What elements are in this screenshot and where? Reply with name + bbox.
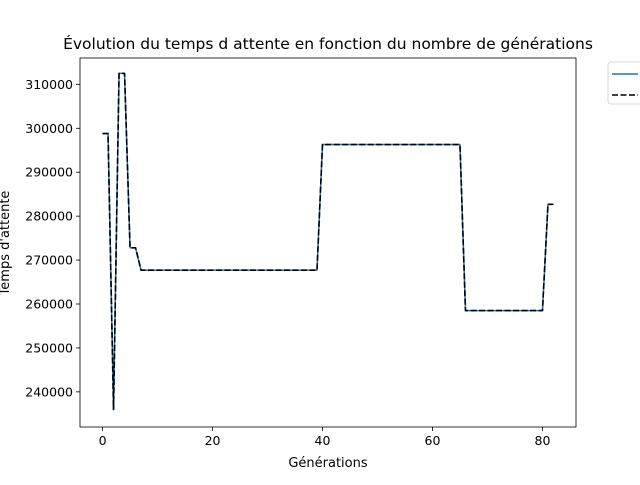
legend-box [607,61,640,105]
x-tick-label: 80 [535,433,551,448]
x-tick-label: 20 [205,433,221,448]
y-tick-label: 240000 [25,384,73,399]
x-tick-label: 60 [425,433,441,448]
y-tick-label: 270000 [25,253,73,268]
legend [607,61,640,105]
y-tick-label: 300000 [25,121,73,136]
y-tick-label: 250000 [25,340,73,355]
x-tick-label: 40 [315,433,331,448]
y-axis-label: Temps d'attente [0,191,13,297]
plot-area: 0 20 40 60 80 240000 250000 260000 270000 280000 2… [25,57,577,448]
y-tick-label: 310000 [25,77,73,92]
y-tick-label: 290000 [25,165,73,180]
x-tick-label: 0 [99,433,107,448]
x-axis-label: Générations [288,456,368,471]
y-tick-label: 260000 [25,297,73,312]
chart-title: Évolution du temps d attente en fonction… [63,34,593,53]
axes-frame [79,57,577,428]
y-tick-label: 280000 [25,209,73,224]
series-line-2 [102,72,554,411]
